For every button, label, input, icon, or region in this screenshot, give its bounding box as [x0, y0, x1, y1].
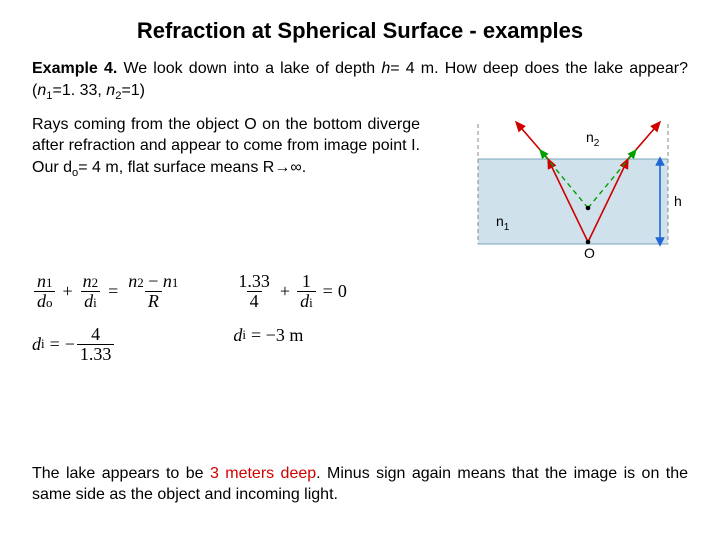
O-label: O: [584, 245, 595, 261]
var-h: h: [381, 60, 390, 77]
text: =1): [121, 82, 145, 99]
page-title: Refraction at Spherical Surface - exampl…: [32, 18, 688, 44]
body-text: Rays coming from the object O on the bot…: [32, 114, 420, 181]
answer-red: 3 meters deep: [210, 465, 316, 482]
var-n1: n: [37, 82, 46, 99]
diagram-container: n2 n1 O h: [438, 114, 688, 264]
refraction-diagram: n2 n1 O h: [438, 114, 688, 264]
n2-label: n2: [586, 129, 600, 149]
eq-general: n1do + n2di = n2 − n1R: [32, 272, 183, 311]
content-row: Rays coming from the object O on the bot…: [32, 114, 688, 264]
ray-out-right: [628, 122, 660, 159]
ray-out-left: [516, 122, 548, 159]
text: = 4 m, flat surface means R→∞.: [78, 159, 306, 176]
eq-di-solve: di = − 41.33: [32, 325, 183, 364]
eq-numeric: 1.334 + 1di = 0: [233, 272, 346, 311]
text: The lake appears to be: [32, 465, 210, 482]
left-column: Rays coming from the object O on the bot…: [32, 114, 420, 191]
h-label: h: [674, 193, 682, 209]
equations-block: n1do + n2di = n2 − n1R di = − 41.33 1.33…: [32, 272, 688, 364]
eq-col-1: n1do + n2di = n2 − n1R di = − 41.33: [32, 272, 183, 364]
eq-col-2: 1.334 + 1di = 0 di = −3 m: [233, 272, 346, 346]
var-n2: n: [106, 82, 115, 99]
image-point: [586, 206, 591, 211]
example-prompt: Example 4. We look down into a lake of d…: [32, 58, 688, 104]
object-point: [586, 240, 591, 245]
example-label: Example 4.: [32, 60, 117, 77]
conclusion-text: The lake appears to be 3 meters deep. Mi…: [32, 463, 688, 506]
eq-result: di = −3 m: [233, 325, 346, 346]
text: =1. 33,: [52, 82, 106, 99]
text: We look down into a lake of depth: [117, 60, 381, 77]
